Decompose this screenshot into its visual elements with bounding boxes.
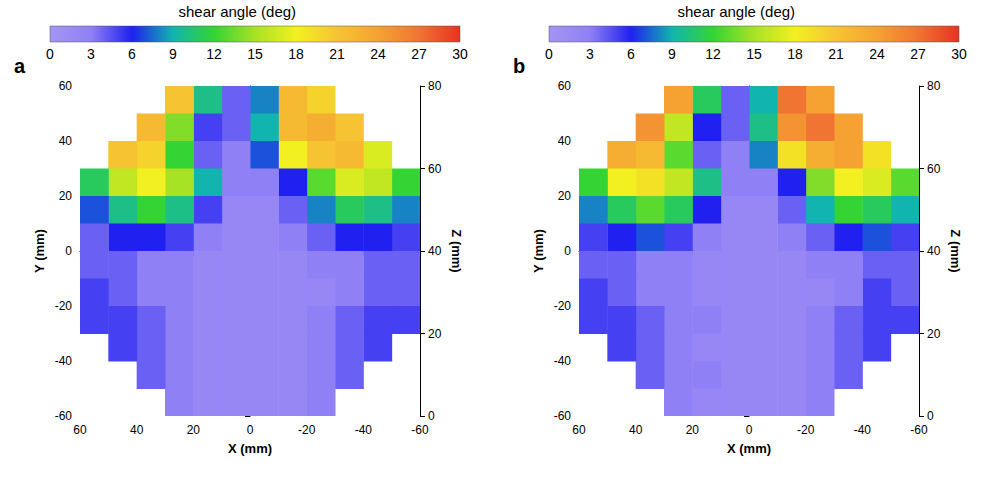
svg-text:Z (mm): Z (mm): [449, 229, 464, 272]
svg-text:6: 6: [627, 46, 635, 62]
svg-text:6: 6: [128, 46, 136, 62]
svg-text:Z (mm): Z (mm): [948, 229, 963, 272]
svg-text:-40: -40: [554, 354, 572, 368]
svg-text:0: 0: [927, 409, 934, 423]
svg-text:-40: -40: [355, 423, 373, 437]
svg-text:b: b: [513, 55, 525, 77]
svg-text:60: 60: [73, 423, 87, 437]
svg-text:20: 20: [558, 189, 572, 203]
svg-text:40: 40: [59, 134, 73, 148]
svg-text:80: 80: [428, 79, 442, 93]
svg-text:0: 0: [247, 423, 254, 437]
svg-text:60: 60: [927, 162, 941, 176]
svg-text:24: 24: [869, 46, 885, 62]
svg-text:40: 40: [629, 423, 643, 437]
svg-text:0: 0: [428, 409, 435, 423]
svg-text:-60: -60: [411, 423, 429, 437]
svg-text:3: 3: [586, 46, 594, 62]
svg-text:9: 9: [668, 46, 676, 62]
svg-text:21: 21: [828, 46, 844, 62]
svg-text:27: 27: [411, 46, 427, 62]
svg-text:24: 24: [370, 46, 386, 62]
svg-text:30: 30: [452, 46, 468, 62]
svg-text:40: 40: [927, 244, 941, 258]
svg-text:0: 0: [545, 46, 553, 62]
svg-text:60: 60: [428, 162, 442, 176]
svg-text:20: 20: [927, 327, 941, 341]
svg-text:9: 9: [169, 46, 177, 62]
svg-text:12: 12: [705, 46, 721, 62]
svg-text:18: 18: [787, 46, 803, 62]
svg-text:Y (mm): Y (mm): [531, 229, 546, 273]
svg-text:30: 30: [951, 46, 967, 62]
svg-text:X (mm): X (mm): [727, 441, 771, 456]
svg-text:12: 12: [206, 46, 222, 62]
svg-text:-20: -20: [298, 423, 316, 437]
svg-text:18: 18: [288, 46, 304, 62]
svg-text:60: 60: [558, 79, 572, 93]
svg-text:X (mm): X (mm): [228, 441, 272, 456]
svg-text:3: 3: [87, 46, 95, 62]
svg-text:0: 0: [46, 46, 54, 62]
svg-text:0: 0: [746, 423, 753, 437]
svg-text:40: 40: [130, 423, 144, 437]
svg-text:-20: -20: [797, 423, 815, 437]
svg-text:60: 60: [59, 79, 73, 93]
svg-text:15: 15: [746, 46, 762, 62]
svg-text:20: 20: [59, 189, 73, 203]
svg-text:15: 15: [247, 46, 263, 62]
svg-text:0: 0: [65, 244, 72, 258]
svg-text:60: 60: [572, 423, 586, 437]
svg-text:a: a: [14, 55, 26, 77]
svg-text:-40: -40: [55, 354, 73, 368]
svg-text:20: 20: [428, 327, 442, 341]
svg-text:20: 20: [187, 423, 201, 437]
svg-text:21: 21: [329, 46, 345, 62]
svg-text:-20: -20: [55, 299, 73, 313]
svg-text:Y (mm): Y (mm): [32, 229, 47, 273]
svg-text:shear angle (deg): shear angle (deg): [678, 3, 796, 20]
svg-text:-60: -60: [55, 409, 73, 423]
svg-text:27: 27: [910, 46, 926, 62]
svg-text:80: 80: [927, 79, 941, 93]
svg-text:20: 20: [686, 423, 700, 437]
svg-text:-20: -20: [554, 299, 572, 313]
svg-text:40: 40: [428, 244, 442, 258]
svg-text:40: 40: [558, 134, 572, 148]
svg-text:0: 0: [564, 244, 571, 258]
svg-text:shear angle (deg): shear angle (deg): [179, 3, 297, 20]
svg-text:-60: -60: [910, 423, 928, 437]
svg-text:-40: -40: [854, 423, 872, 437]
svg-text:-60: -60: [554, 409, 572, 423]
